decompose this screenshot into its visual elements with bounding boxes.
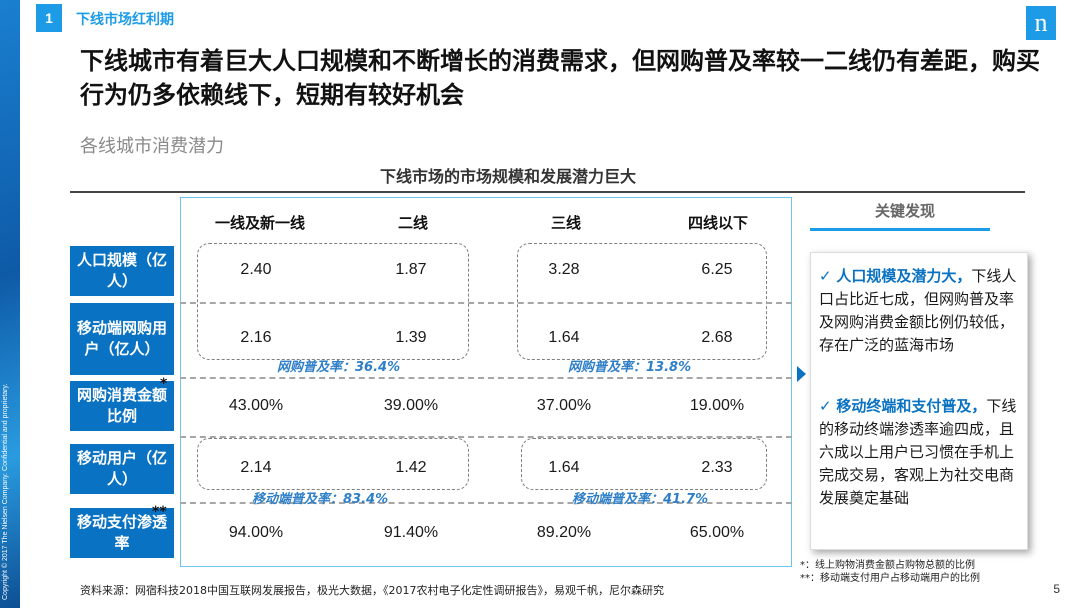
section-title: 下线市场红利期 bbox=[76, 12, 174, 28]
row-label-mobile-payment: 移动支付渗透率 bbox=[70, 508, 174, 558]
key-finding-item: ✓ 移动终端和支付普及，下线的移动终端渗透率逾四成，且六成以上用户已习惯在手机上… bbox=[819, 395, 1024, 510]
table-cell: 1.39 bbox=[395, 329, 427, 346]
copyright-text: Copyright © 2017 The Nielsen Company. Co… bbox=[2, 383, 9, 600]
row-divider bbox=[180, 377, 792, 379]
table-cell: 65.00% bbox=[689, 524, 745, 541]
footnote-marker-2: ** bbox=[152, 504, 167, 520]
key-findings-title: 关键发现 bbox=[874, 202, 935, 220]
table-cell: 91.40% bbox=[383, 524, 439, 541]
column-header-tier1: 一线及新一线 bbox=[214, 214, 305, 232]
table-cell: 39.00% bbox=[383, 397, 439, 414]
title-divider bbox=[70, 191, 1025, 193]
row-label-online-spend-ratio: 网购消费金额比例 bbox=[70, 381, 174, 431]
sidebar-band: Copyright © 2017 The Nielsen Company. Co… bbox=[0, 0, 20, 608]
finding-text: 下线的移动终端渗透率逾四成，且六成以上用户已习惯在手机上完成交易，客观上为社交电… bbox=[819, 397, 1017, 507]
footnote-1: *：线上购物消费金额占购物总额的比例 bbox=[800, 560, 975, 571]
table-cell: 43.00% bbox=[228, 397, 284, 414]
table-cell: 37.00% bbox=[536, 397, 592, 414]
table-cell: 94.00% bbox=[228, 524, 284, 541]
table-cell: 19.00% bbox=[689, 397, 745, 414]
table-cell: 1.42 bbox=[395, 459, 427, 476]
table-cell: 1.64 bbox=[548, 329, 580, 346]
footnote-marker-1: * bbox=[160, 376, 168, 392]
table-cell: 1.87 bbox=[395, 261, 427, 278]
table-cell: 6.25 bbox=[701, 261, 733, 278]
row-divider bbox=[180, 302, 792, 304]
column-header-tier4: 四线以下 bbox=[687, 214, 748, 232]
key-findings-underline bbox=[810, 228, 990, 231]
online-penetration-group-left bbox=[197, 243, 469, 360]
table-cell: 3.28 bbox=[548, 261, 580, 278]
page-subheading: 各线城市消费潜力 bbox=[80, 136, 224, 157]
check-icon: ✓ bbox=[819, 397, 832, 415]
footnote-2: **：移动端支付用户占移动端用户的比例 bbox=[800, 573, 980, 584]
table-cell: 89.20% bbox=[536, 524, 592, 541]
table-cell: 1.64 bbox=[548, 459, 580, 476]
online-penetration-rate-left: 网购普及率：36.4% bbox=[277, 360, 401, 375]
finding-highlight: 移动终端和支付普及， bbox=[836, 397, 987, 415]
finding-highlight: 人口规模及潜力大， bbox=[836, 267, 972, 285]
row-label-mobile-shoppers: 移动端网购用户（亿人） bbox=[70, 303, 174, 375]
row-divider bbox=[180, 502, 792, 504]
table-cell: 2.40 bbox=[240, 261, 272, 278]
page-headline: 下线城市有着巨大人口规模和不断增长的消费需求，但网购普及率较一二线仍有差距，购买… bbox=[80, 47, 1040, 109]
table-cell: 2.33 bbox=[701, 459, 733, 476]
key-finding-item: ✓ 人口规模及潜力大，下线人口占比近七成，但网购普及率及网购消费金额比例仍较低，… bbox=[819, 265, 1024, 357]
mobile-penetration-group-right bbox=[521, 438, 767, 490]
row-label-mobile-users: 移动用户（亿人） bbox=[70, 444, 174, 494]
mobile-penetration-group-left bbox=[197, 438, 469, 490]
column-header-tier2: 二线 bbox=[397, 214, 428, 232]
column-header-tier3: 三线 bbox=[550, 214, 581, 232]
chart-title: 下线市场的市场规模和发展潜力巨大 bbox=[380, 167, 637, 186]
table-frame bbox=[180, 197, 792, 567]
mobile-penetration-rate-right: 移动端普及率：41.7% bbox=[572, 492, 709, 507]
online-penetration-group-right bbox=[517, 243, 767, 360]
table-cell: 2.14 bbox=[240, 459, 272, 476]
section-number: 1 bbox=[36, 4, 62, 32]
table-cell: 2.68 bbox=[701, 329, 733, 346]
row-label-population: 人口规模（亿人） bbox=[70, 246, 174, 296]
finding-text: 下线人口占比近七成，但网购普及率及网购消费金额比例仍较低，存在广泛的蓝海市场 bbox=[819, 267, 1017, 354]
source-note: 资料来源：网宿科技2018中国互联网发展报告，极光大数据，《2017农村电子化定… bbox=[80, 584, 664, 597]
online-penetration-rate-right: 网购普及率：13.8% bbox=[568, 360, 692, 375]
check-icon: ✓ bbox=[819, 267, 832, 285]
mobile-penetration-rate-left: 移动端普及率：83.4% bbox=[252, 492, 389, 507]
page-number: 5 bbox=[1053, 582, 1060, 596]
table-cell: 2.16 bbox=[240, 329, 272, 346]
nielsen-logo: n bbox=[1026, 6, 1056, 40]
row-divider bbox=[180, 436, 792, 438]
key-findings-box: ✓ 人口规模及潜力大，下线人口占比近七成，但网购普及率及网购消费金额比例仍较低，… bbox=[810, 252, 1028, 550]
arrow-right-icon bbox=[797, 366, 806, 382]
